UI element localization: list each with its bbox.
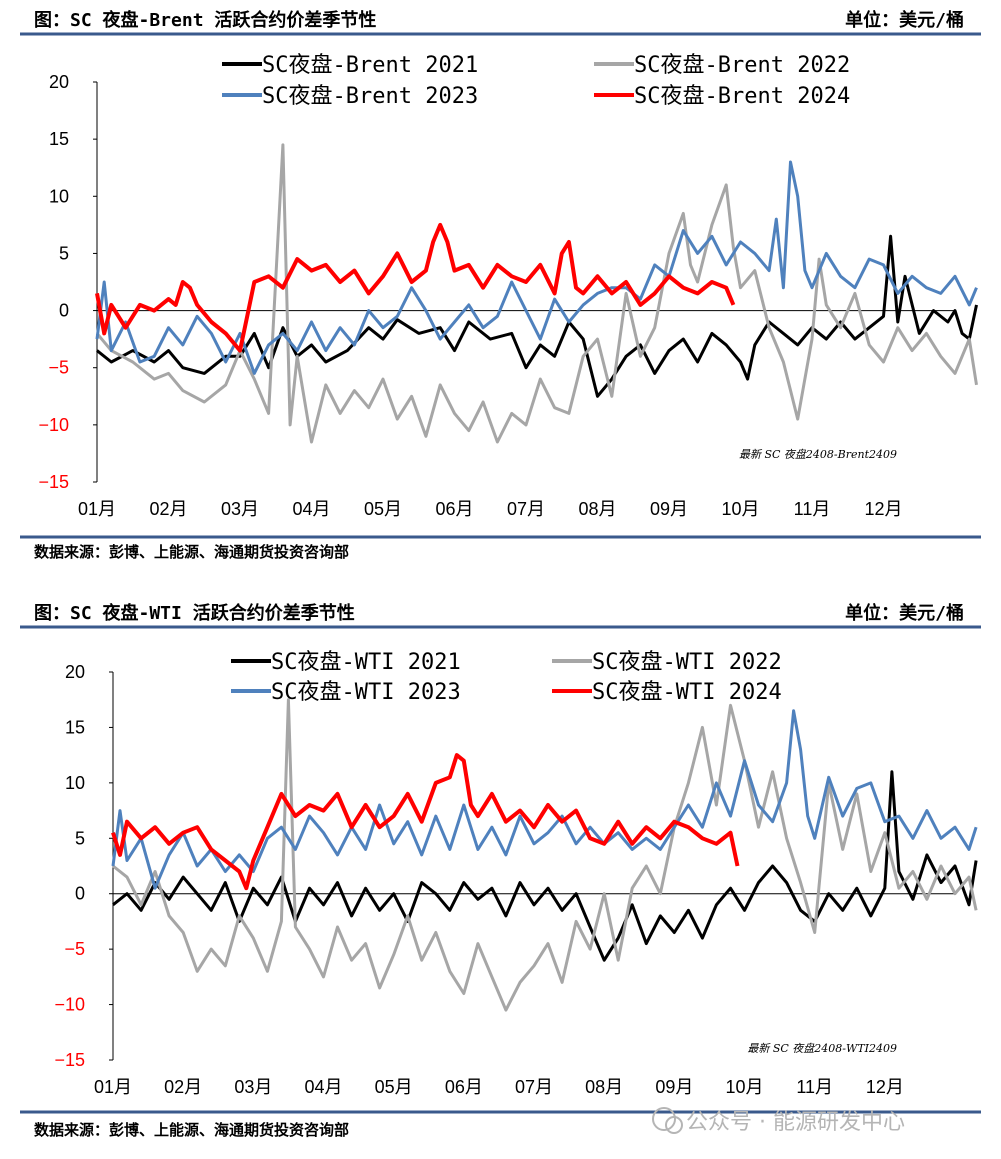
legend-label: SC夜盘-WTI 2021 (271, 650, 461, 675)
source-label: 数据来源：彭博、上能源、海通期货投资咨询部 (34, 1121, 349, 1139)
x-tick-label: 05月 (375, 1077, 413, 1097)
series-line-1 (112, 770, 978, 962)
legend-label: SC夜盘-Brent 2021 (262, 53, 478, 78)
y-tick-label: 5 (75, 828, 85, 848)
y-tick-label: −15 (54, 1050, 85, 1070)
x-tick-label: 11月 (796, 1077, 833, 1097)
series-line-2 (95, 143, 978, 444)
y-tick-label: −5 (48, 358, 69, 378)
x-tick-label: 06月 (445, 1077, 483, 1097)
x-tick-label: 12月 (866, 1077, 904, 1097)
x-tick-label: 11月 (794, 499, 831, 519)
series-line-4 (95, 222, 736, 353)
series-line-3 (95, 160, 978, 375)
chart-panel-2: 图：SC 夜盘-WTI 活跃合约价差季节性 单位：美元/桶 20 15 10 5 0 −5 −1… (20, 602, 981, 1139)
x-tick-label: 01月 (78, 499, 116, 519)
y-tick-label: 0 (75, 884, 85, 904)
unit-label: 单位：美元/桶 (845, 9, 964, 31)
y-tick-label: 15 (65, 717, 85, 737)
x-tick-label: 04月 (304, 1077, 342, 1097)
legend-label: SC夜盘-Brent 2023 (262, 84, 478, 109)
latest-note: 最新 SC 夜盘2408-WTI2409 (747, 1042, 897, 1055)
x-tick-label: 03月 (221, 499, 259, 519)
legend-label: SC夜盘-WTI 2023 (271, 680, 461, 705)
y-tick-label: 10 (65, 773, 85, 793)
y-tick-label: 20 (49, 72, 69, 92)
y-tick-label: −10 (38, 415, 69, 435)
y-tick-label: −10 (54, 995, 85, 1015)
source-label: 数据来源：彭博、上能源、海通期货投资咨询部 (34, 543, 349, 561)
series-line-4 (111, 753, 740, 891)
x-tick-label: 01月 (94, 1077, 132, 1097)
y-tick-label: −5 (64, 939, 85, 959)
watermark-logo (652, 1107, 683, 1134)
charts-layer: 图：SC 夜盘-Brent 活跃合约价差季节性 单位：美元/桶20151050−5… (20, 9, 981, 1139)
watermark-text: 公众号 · 能源研发中心 (686, 1110, 905, 1135)
x-tick-label: 03月 (234, 1077, 272, 1097)
chart-title: 图：SC 夜盘-WTI 活跃合约价差季节性 (34, 602, 355, 624)
x-tick-label: 08月 (578, 499, 616, 519)
x-tick-label: 10月 (725, 1077, 763, 1097)
y-tick-label: 10 (49, 186, 69, 206)
x-tick-label: 07月 (507, 499, 545, 519)
x-tick-label: 09月 (650, 499, 688, 519)
x-tick-label: 02月 (149, 499, 187, 519)
y-tick-label: 5 (59, 243, 69, 263)
y-tick-label: 0 (59, 301, 69, 321)
legend-label: SC夜盘-Brent 2024 (634, 84, 850, 109)
x-tick-label: 02月 (164, 1077, 202, 1097)
legend-label: SC夜盘-WTI 2022 (592, 650, 782, 675)
series-line-3 (111, 709, 978, 890)
series-line-2 (112, 698, 978, 1012)
x-tick-label: 07月 (515, 1077, 553, 1097)
latest-note: 最新 SC 夜盘2408-Brent2409 (739, 448, 897, 461)
chart-panel-1: 图：SC 夜盘-Brent 活跃合约价差季节性 单位：美元/桶 20 15 10 5 0 −5… (20, 9, 981, 561)
legend-label: SC夜盘-WTI 2024 (592, 680, 782, 705)
x-tick-label: 08月 (585, 1077, 623, 1097)
x-tick-label: 05月 (364, 499, 402, 519)
x-tick-label: 10月 (721, 499, 759, 519)
unit-label: 单位：美元/桶 (845, 602, 964, 624)
chart-title: 图：SC 夜盘-Brent 活跃合约价差季节性 (34, 9, 376, 31)
legend-label: SC夜盘-Brent 2022 (634, 53, 850, 78)
x-tick-label: 09月 (655, 1077, 693, 1097)
y-tick-label: 20 (65, 662, 85, 682)
x-tick-label: 04月 (292, 499, 330, 519)
y-tick-label: 15 (49, 129, 69, 149)
x-tick-label: 06月 (435, 499, 473, 519)
y-tick-label: −15 (38, 472, 69, 492)
x-tick-label: 12月 (864, 499, 902, 519)
